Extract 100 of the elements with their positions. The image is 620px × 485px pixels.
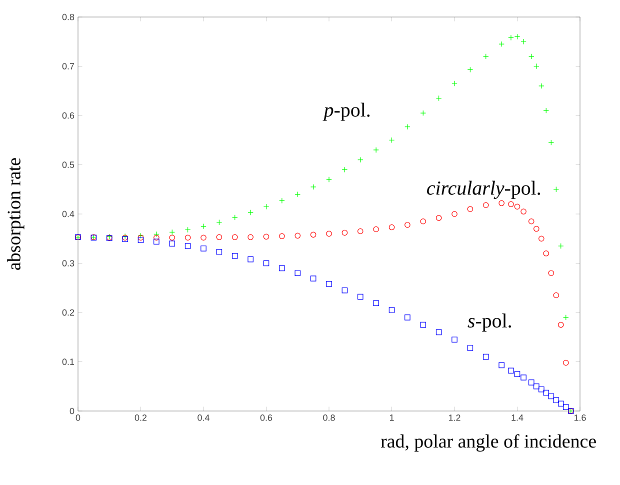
point xyxy=(534,226,540,232)
point xyxy=(436,329,442,336)
point xyxy=(452,336,458,342)
point xyxy=(420,218,426,224)
point xyxy=(200,223,206,230)
point xyxy=(452,80,458,86)
point xyxy=(482,54,489,60)
point xyxy=(558,400,564,407)
point xyxy=(279,265,285,272)
point xyxy=(528,54,534,60)
point xyxy=(553,397,560,404)
point xyxy=(294,270,301,276)
x-tick-label: 0.6 xyxy=(260,414,272,421)
point xyxy=(373,147,379,153)
point xyxy=(216,234,222,240)
point xyxy=(169,240,176,246)
point xyxy=(342,166,348,173)
point xyxy=(169,229,176,236)
point xyxy=(169,234,176,241)
series-label: circularly-pol. xyxy=(427,180,540,199)
point xyxy=(342,230,348,236)
point xyxy=(548,270,554,276)
x-tick-label: 1.4 xyxy=(512,414,524,421)
point xyxy=(553,186,560,192)
point xyxy=(482,354,489,360)
point xyxy=(154,238,160,244)
point xyxy=(342,287,348,294)
point xyxy=(373,226,379,232)
point xyxy=(184,226,191,233)
point xyxy=(562,404,569,410)
point xyxy=(310,276,316,282)
point xyxy=(514,204,520,210)
point xyxy=(562,360,569,366)
point xyxy=(326,230,332,237)
point xyxy=(388,137,395,144)
point xyxy=(184,234,191,241)
point xyxy=(508,201,514,208)
point xyxy=(263,204,270,210)
point xyxy=(543,390,550,396)
point xyxy=(388,224,395,230)
point xyxy=(482,202,489,208)
point xyxy=(294,191,301,198)
y-tick-label: 0.5 xyxy=(62,162,74,168)
y-tick-label: 0 xyxy=(70,408,74,414)
point xyxy=(373,300,379,306)
y-tick-label: 0.4 xyxy=(62,210,74,218)
point xyxy=(232,234,238,240)
point xyxy=(404,314,410,320)
point xyxy=(216,219,222,226)
point xyxy=(543,250,550,256)
point xyxy=(216,249,222,255)
point xyxy=(528,218,534,224)
y-tick-label: 0.6 xyxy=(62,112,74,119)
point xyxy=(498,362,504,368)
point xyxy=(248,256,254,262)
point xyxy=(326,176,332,182)
point xyxy=(520,374,526,380)
point xyxy=(184,243,191,249)
point xyxy=(420,110,426,116)
point xyxy=(279,198,285,204)
y-tick-label: 0.3 xyxy=(62,260,74,266)
point xyxy=(248,210,254,216)
point xyxy=(538,386,544,392)
point xyxy=(357,156,364,163)
point xyxy=(514,371,520,377)
x-tick-label: 0.8 xyxy=(323,414,335,421)
x-tick-label: 1 xyxy=(390,414,394,421)
point xyxy=(534,383,540,390)
point xyxy=(404,222,410,228)
x-axis-title: rad, polar angle of incidence xyxy=(380,434,596,452)
point xyxy=(404,124,410,130)
point xyxy=(520,208,526,214)
point xyxy=(520,38,526,45)
point xyxy=(263,234,270,240)
point xyxy=(467,206,474,212)
x-tick-label: 0.2 xyxy=(134,414,147,421)
point xyxy=(200,234,206,241)
point xyxy=(514,34,520,40)
point xyxy=(357,228,364,234)
point xyxy=(138,237,144,243)
point xyxy=(388,307,395,313)
point xyxy=(528,380,534,386)
point xyxy=(263,260,270,266)
point xyxy=(279,233,285,240)
point xyxy=(548,393,554,400)
point xyxy=(357,294,364,300)
point xyxy=(200,246,206,252)
point xyxy=(548,140,554,146)
point xyxy=(508,368,514,374)
point xyxy=(294,232,301,239)
point xyxy=(553,292,560,298)
y-tick-label: 0.1 xyxy=(62,358,74,365)
point xyxy=(310,184,316,190)
y-tick-label: 0.2 xyxy=(62,309,74,316)
y-tick-label: 0.8 xyxy=(62,14,74,20)
point xyxy=(534,63,540,70)
point xyxy=(538,83,544,89)
series-label: p-pol. xyxy=(322,102,370,121)
point xyxy=(452,211,458,217)
y-tick-label: 0.7 xyxy=(62,63,74,70)
